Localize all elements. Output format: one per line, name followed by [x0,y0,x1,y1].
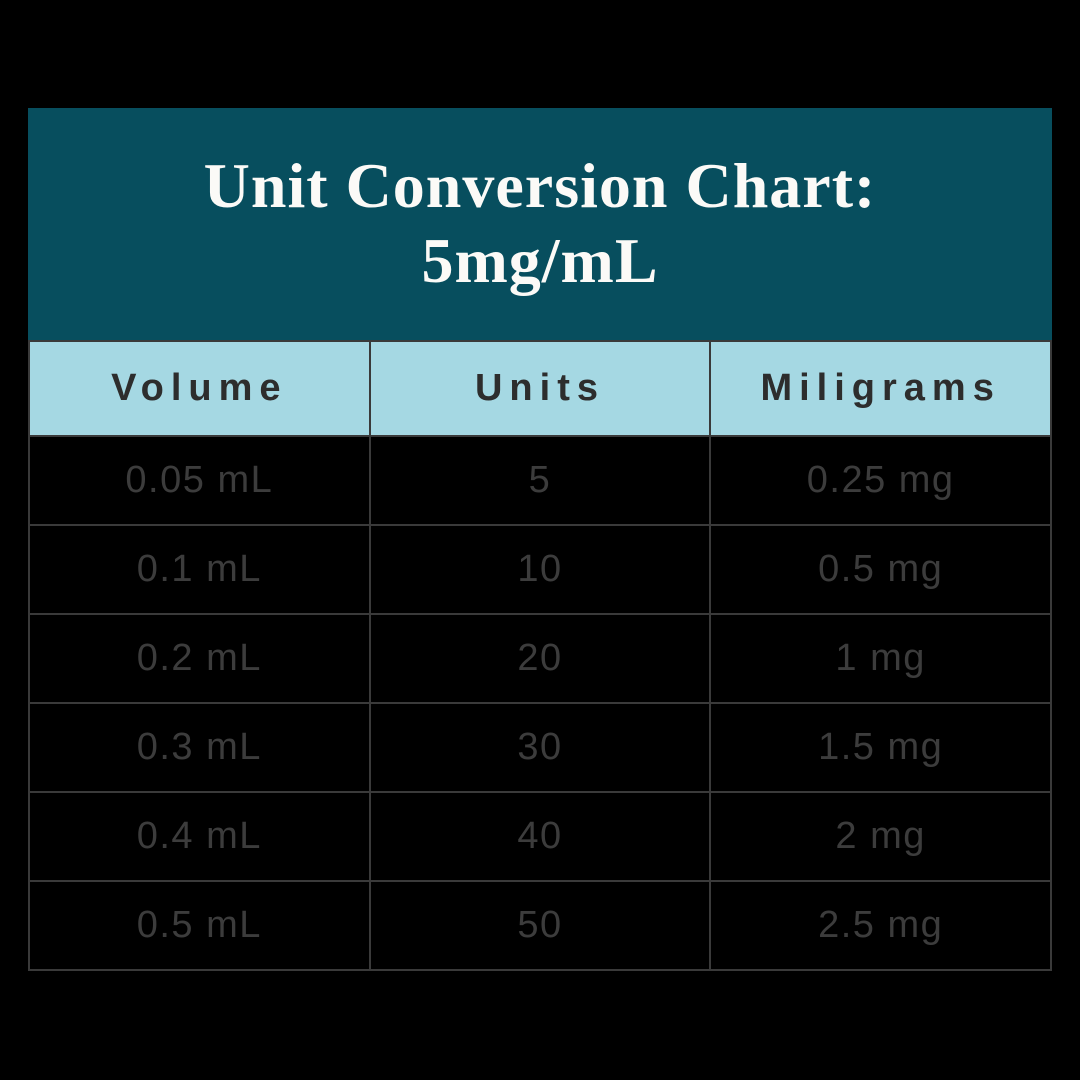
chart-title-line2: 5mg/mL [421,225,659,296]
cell-volume: 0.3 mL [28,702,371,793]
cell-milligrams: 1 mg [709,613,1052,704]
column-header-miligrams: Miligrams [709,340,1052,437]
table-header-row: Volume Units Miligrams [28,340,1052,437]
cell-units: 10 [368,524,712,615]
conversion-table: Volume Units Miligrams 0.05 mL 5 0.25 mg… [28,340,1052,971]
cell-milligrams: 1.5 mg [709,702,1052,793]
table-row: 0.05 mL 5 0.25 mg [28,435,1052,526]
table-row: 0.2 mL 20 1 mg [28,613,1052,704]
cell-units: 30 [368,702,712,793]
cell-milligrams: 0.25 mg [709,435,1052,526]
column-header-units: Units [368,340,712,437]
chart-title-block: Unit Conversion Chart: 5mg/mL [28,108,1052,340]
table-row: 0.5 mL 50 2.5 mg [28,880,1052,971]
table-row: 0.3 mL 30 1.5 mg [28,702,1052,793]
conversion-chart-card: Unit Conversion Chart: 5mg/mL Volume Uni… [28,108,1052,971]
column-header-volume: Volume [28,340,371,437]
cell-volume: 0.05 mL [28,435,371,526]
cell-volume: 0.1 mL [28,524,371,615]
cell-volume: 0.2 mL [28,613,371,704]
cell-units: 40 [368,791,712,882]
cell-milligrams: 2 mg [709,791,1052,882]
chart-title-line1: Unit Conversion Chart: [203,150,877,222]
cell-volume: 0.5 mL [28,880,371,971]
table-row: 0.4 mL 40 2 mg [28,791,1052,882]
cell-units: 20 [368,613,712,704]
cell-volume: 0.4 mL [28,791,371,882]
cell-units: 5 [368,435,712,526]
cell-milligrams: 0.5 mg [709,524,1052,615]
table-row: 0.1 mL 10 0.5 mg [28,524,1052,615]
cell-units: 50 [368,880,712,971]
cell-milligrams: 2.5 mg [709,880,1052,971]
